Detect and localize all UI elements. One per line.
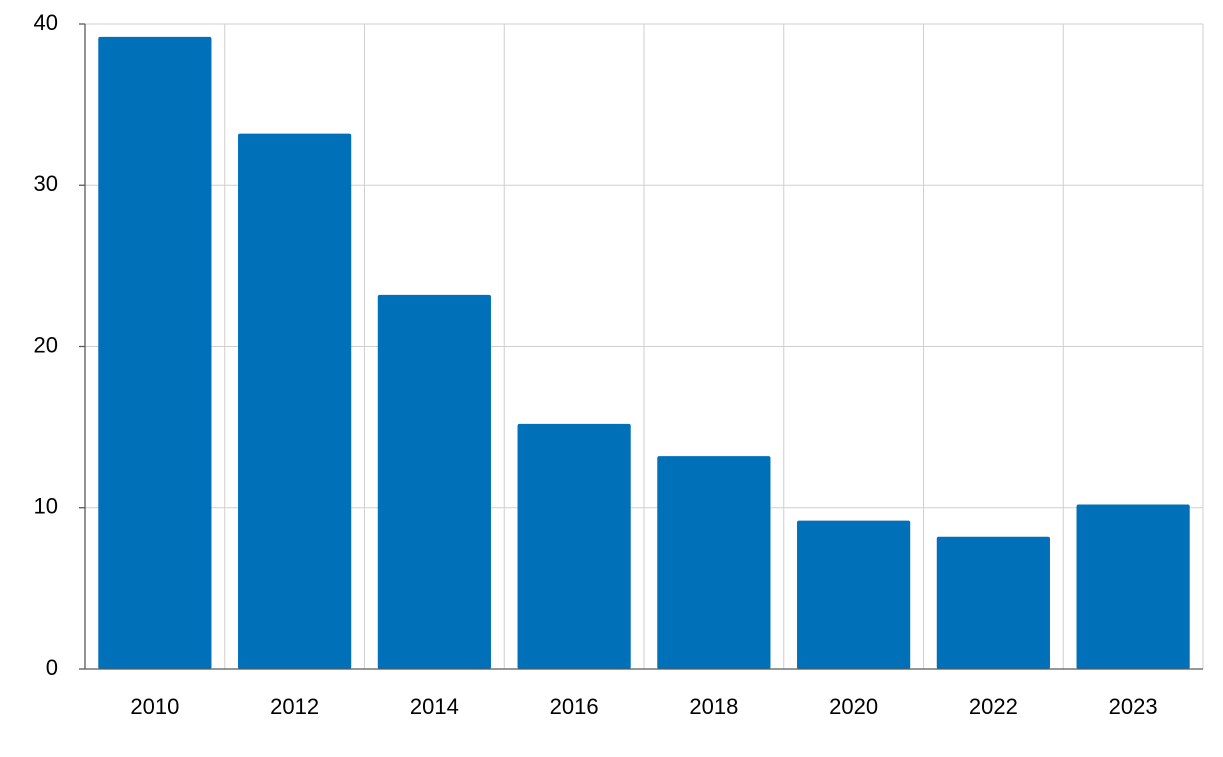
y-tick-label: 20	[34, 332, 58, 357]
bar	[657, 456, 771, 669]
x-tick-label: 2022	[969, 694, 1018, 719]
bar	[797, 520, 911, 669]
bar	[517, 423, 631, 669]
x-tick-label: 2018	[689, 694, 738, 719]
x-tick-label: 2014	[410, 694, 459, 719]
bar	[936, 536, 1050, 669]
x-tick-label: 2016	[550, 694, 599, 719]
bar	[98, 36, 212, 669]
y-tick-label: 30	[34, 171, 58, 196]
x-tick-label: 2020	[829, 694, 878, 719]
y-tick-label: 10	[34, 494, 58, 519]
x-tick-label: 2023	[1109, 694, 1158, 719]
y-tick-label: 0	[46, 655, 58, 680]
bar	[1076, 504, 1190, 669]
bar	[377, 294, 491, 669]
x-tick-label: 2010	[130, 694, 179, 719]
x-tick-label: 2012	[270, 694, 319, 719]
y-tick-label: 40	[34, 10, 58, 35]
bar	[238, 133, 352, 669]
